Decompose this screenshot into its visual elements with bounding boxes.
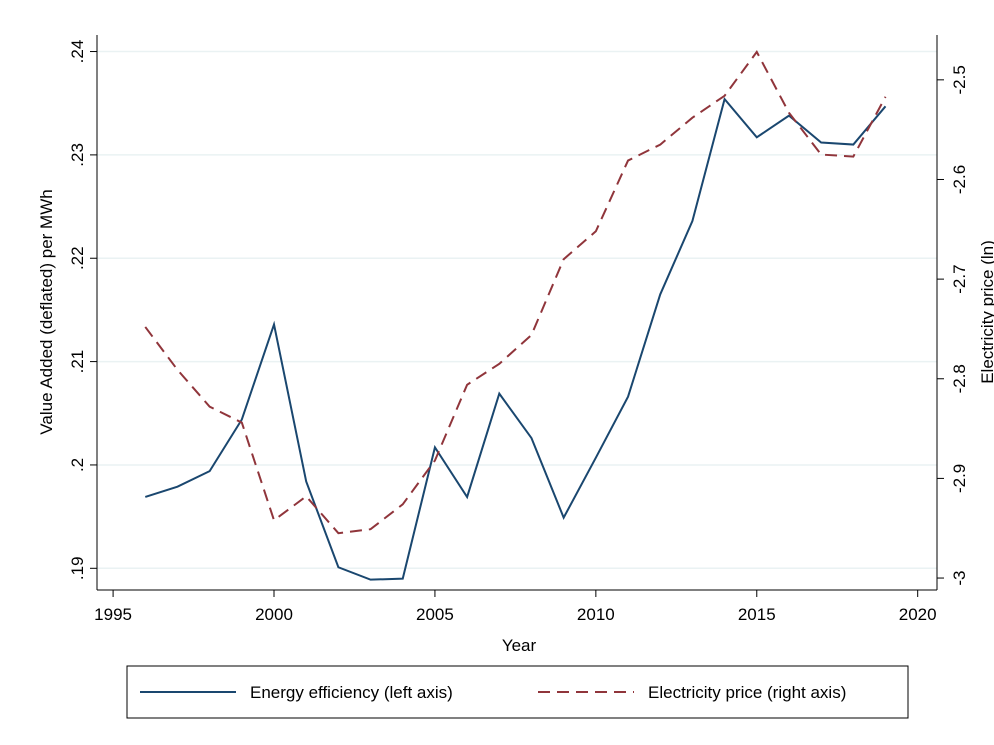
series-line <box>144 96 887 581</box>
y-tick-label: .24 <box>68 40 87 64</box>
y2-tick-label: -2.8 <box>950 364 969 393</box>
y2-tick-label: -2.7 <box>950 264 969 293</box>
y2-tick-label: -2.6 <box>950 165 969 194</box>
y-axis-label: Value Added (deflated) per MWh <box>37 189 56 434</box>
y2-tick-label: -2.9 <box>950 464 969 493</box>
x-tick-label: 2000 <box>255 605 293 624</box>
x-tick-label: 1995 <box>94 605 132 624</box>
y-tick-label: .19 <box>68 556 87 580</box>
y-tick-label: .22 <box>68 246 87 270</box>
x-tick-label: 2015 <box>738 605 776 624</box>
series-line <box>144 50 887 535</box>
y-tick-label: .23 <box>68 143 87 167</box>
x-tick-label: 2020 <box>899 605 937 624</box>
y-tick-label: .21 <box>68 350 87 374</box>
x-axis-label: Year <box>502 636 537 655</box>
legend-label: Energy efficiency (left axis) <box>250 683 453 702</box>
y2-tick-label: -3 <box>950 570 969 585</box>
y-tick-label: .2 <box>68 458 87 472</box>
legend-box <box>126 665 909 719</box>
x-tick-label: 2010 <box>577 605 615 624</box>
y2-tick-label: -2.5 <box>950 65 969 94</box>
y2-axis-label: Electricity price (ln) <box>978 240 994 384</box>
legend-label: Electricity price (right axis) <box>648 683 846 702</box>
x-tick-label: 2005 <box>416 605 454 624</box>
